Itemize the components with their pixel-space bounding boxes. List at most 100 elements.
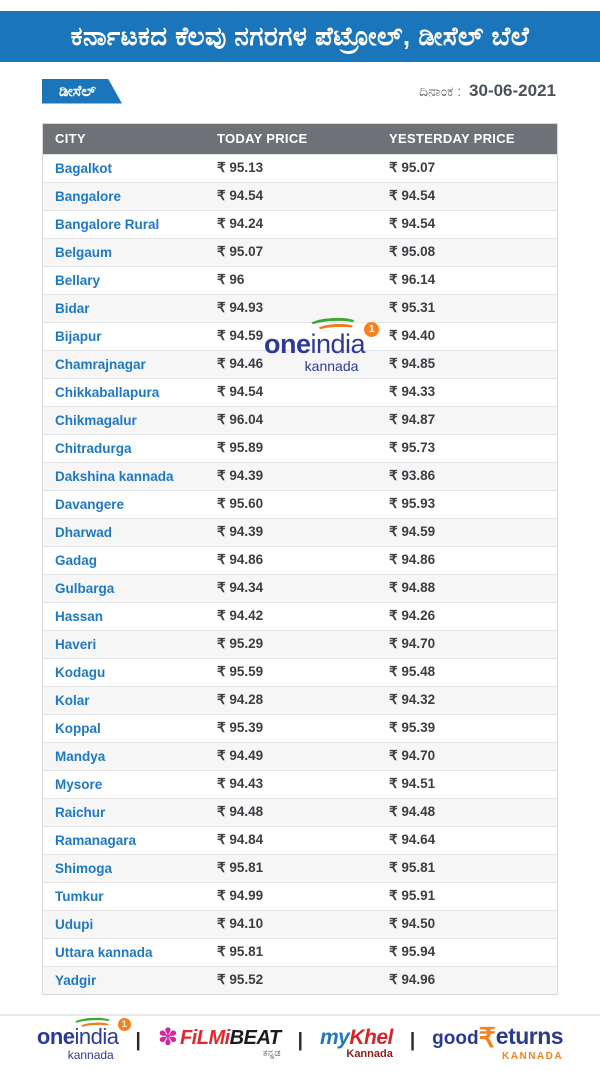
today-price-value: ₹ 95.29 — [205, 629, 377, 658]
yesterday-price-value: ₹ 94.50 — [377, 909, 557, 938]
oneindia-wordmark: oneindia 1 — [264, 322, 380, 358]
table-row: Yadgir ₹ 95.52 ₹ 94.96 — [43, 965, 557, 994]
filmibeat-star-icon: ✽ — [157, 1024, 178, 1051]
city-link[interactable]: Chitradurga — [43, 433, 205, 462]
yesterday-price-value: ₹ 94.40 — [377, 321, 557, 350]
table-row: Shimoga ₹ 95.81 ₹ 95.81 — [43, 853, 557, 882]
table-row: Hassan ₹ 94.42 ₹ 94.26 — [43, 601, 557, 630]
today-price-value: ₹ 94.99 — [205, 881, 377, 910]
date-value: 30-06-2021 — [469, 81, 556, 100]
table-row: Davangere ₹ 95.60 ₹ 95.93 — [43, 489, 557, 518]
yesterday-price-value: ₹ 95.07 — [377, 153, 557, 182]
footer-oneindia-logo[interactable]: oneindia 1 kannada — [37, 1016, 131, 1061]
table-row: Bagalkot ₹ 95.13 ₹ 95.07 — [43, 153, 557, 182]
table-row: Bellary ₹ 96 ₹ 96.14 — [43, 265, 557, 294]
yesterday-price-value: ₹ 95.81 — [377, 853, 557, 882]
city-link[interactable]: Shimoga — [43, 853, 205, 882]
city-link[interactable]: Gadag — [43, 545, 205, 574]
city-link[interactable]: Kolar — [43, 685, 205, 714]
city-link[interactable]: Mysore — [43, 769, 205, 798]
yesterday-price-value: ₹ 94.51 — [377, 769, 557, 798]
city-link[interactable]: Haveri — [43, 629, 205, 658]
yesterday-price-value: ₹ 94.87 — [377, 405, 557, 434]
oneindia-wordmark: oneindia 1 — [37, 1018, 131, 1048]
rupee-icon: ₹ — [478, 1023, 496, 1053]
city-link[interactable]: Bangalore Rural — [43, 209, 205, 238]
yesterday-price-value: ₹ 95.94 — [377, 937, 557, 966]
today-price-value: ₹ 94.46 — [205, 349, 377, 378]
table-row: Bangalore ₹ 94.54 ₹ 94.54 — [43, 181, 557, 210]
yesterday-price-value: ₹ 95.08 — [377, 237, 557, 266]
city-link[interactable]: Davangere — [43, 489, 205, 518]
yesterday-price-value: ₹ 94.48 — [377, 797, 557, 826]
city-link[interactable]: Tumkur — [43, 881, 205, 910]
city-link[interactable]: Raichur — [43, 797, 205, 826]
today-price-value: ₹ 94.43 — [205, 769, 377, 798]
today-price-value: ₹ 94.93 — [205, 293, 377, 322]
city-link[interactable]: Dharwad — [43, 517, 205, 546]
city-link[interactable]: Uttara kannada — [43, 937, 205, 966]
city-link[interactable]: Bangalore — [43, 181, 205, 210]
price-table: CITY TODAY PRICE YESTERDAY PRICE Bagalko… — [43, 124, 557, 994]
city-link[interactable]: Dakshina kannada — [43, 461, 205, 490]
yesterday-price-value: ₹ 94.70 — [377, 741, 557, 770]
table-row: Uttara kannada ₹ 95.81 ₹ 95.94 — [43, 937, 557, 966]
today-price-value: ₹ 95.13 — [205, 153, 377, 182]
fuel-type-badge: ಡೀಸೆಲ್ — [42, 79, 122, 104]
tricolor-arcs-icon — [71, 1016, 113, 1033]
table-row: Udupi ₹ 94.10 ₹ 94.50 — [43, 909, 557, 938]
yesterday-price-value: ₹ 95.93 — [377, 489, 557, 518]
city-link[interactable]: Yadgir — [43, 965, 205, 994]
goodreturns-wordmark: good₹eturns — [432, 1023, 564, 1053]
logo-separator: | — [409, 1029, 416, 1051]
yesterday-price-value: ₹ 94.32 — [377, 685, 557, 714]
today-price-value: ₹ 94.39 — [205, 461, 377, 490]
city-link[interactable]: Belgaum — [43, 237, 205, 266]
city-link[interactable]: Bellary — [43, 265, 205, 294]
yesterday-price-value: ₹ 94.85 — [377, 349, 557, 378]
city-link[interactable]: Koppal — [43, 713, 205, 742]
table-row: Ramanagara ₹ 94.84 ₹ 94.64 — [43, 825, 557, 854]
yesterday-price-value: ₹ 94.88 — [377, 573, 557, 602]
city-link[interactable]: Udupi — [43, 909, 205, 938]
city-link[interactable]: Hassan — [43, 601, 205, 630]
city-link[interactable]: Ramanagara — [43, 825, 205, 854]
yesterday-price-value: ₹ 94.54 — [377, 209, 557, 238]
city-link[interactable]: Chikmagalur — [43, 405, 205, 434]
city-link[interactable]: Gulbarga — [43, 573, 205, 602]
today-price-value: ₹ 94.24 — [205, 209, 377, 238]
oneindia-kannada-label: kannada — [304, 358, 359, 374]
yesterday-price-value: ₹ 95.91 — [377, 881, 557, 910]
city-link[interactable]: Chamrajnagar — [43, 349, 205, 378]
column-header-yesterday-price: YESTERDAY PRICE — [377, 124, 557, 154]
goodreturns-kannada-label: KANNADA — [502, 1051, 564, 1062]
today-price-value: ₹ 95.60 — [205, 489, 377, 518]
city-link[interactable]: Mandya — [43, 741, 205, 770]
table-row: Bangalore Rural ₹ 94.24 ₹ 94.54 — [43, 209, 557, 238]
city-link[interactable]: Bidar — [43, 293, 205, 322]
footer-filmibeat-logo[interactable]: ✽ FiLMiBEAT ಕನ್ನಡ — [157, 1024, 281, 1059]
table-row: Chitradurga ₹ 95.89 ₹ 95.73 — [43, 433, 557, 462]
city-link[interactable]: Bijapur — [43, 321, 205, 350]
today-price-value: ₹ 94.39 — [205, 517, 377, 546]
city-link[interactable]: Bagalkot — [43, 153, 205, 182]
date-display: ದಿನಾಂಕ : 30-06-2021 — [419, 81, 556, 101]
city-link[interactable]: Kodagu — [43, 657, 205, 686]
city-link[interactable]: Chikkaballapura — [43, 377, 205, 406]
table-header-row: CITY TODAY PRICE YESTERDAY PRICE — [43, 124, 557, 154]
table-row: Chikmagalur ₹ 96.04 ₹ 94.87 — [43, 405, 557, 434]
fuel-type-label: ಡೀಸೆಲ್ — [59, 82, 96, 100]
logo-separator: | — [297, 1029, 303, 1051]
yesterday-price-value: ₹ 95.48 — [377, 657, 557, 686]
yesterday-price-value: ₹ 96.14 — [377, 265, 557, 294]
footer-logo-bar: oneindia 1 kannada | ✽ FiLMiBEAT ಕನ್ನಡ |… — [0, 1014, 600, 1071]
footer-goodreturns-logo[interactable]: good₹eturns KANNADA — [432, 1025, 563, 1062]
today-price-value: ₹ 95.81 — [205, 853, 377, 882]
subheader: ಡೀಸೆಲ್ ದಿನಾಂಕ : 30-06-2021 — [0, 62, 600, 106]
today-price-value: ₹ 94.42 — [205, 601, 377, 630]
table-row: Chamrajnagar ₹ 94.46 ₹ 94.85 — [43, 349, 557, 378]
yesterday-price-value: ₹ 95.39 — [377, 713, 557, 742]
today-price-value: ₹ 96 — [205, 265, 377, 294]
footer-mykhel-logo[interactable]: myKhel Kannada — [320, 1027, 393, 1060]
table-row: Belgaum ₹ 95.07 ₹ 95.08 — [43, 237, 557, 266]
